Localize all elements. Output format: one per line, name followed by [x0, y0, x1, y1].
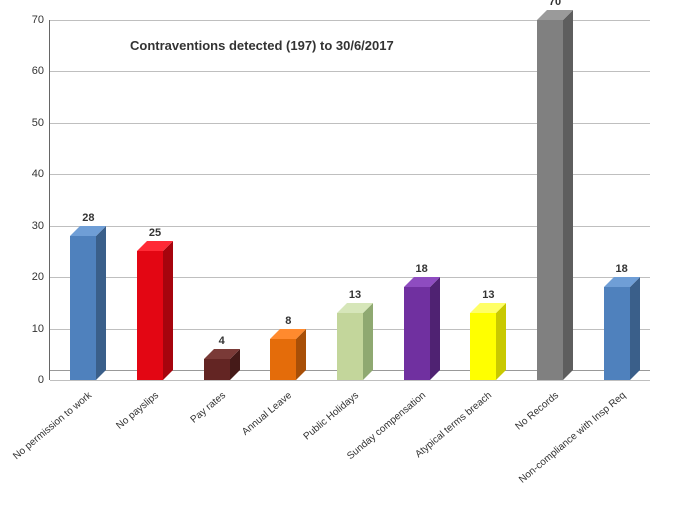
bar-side	[496, 303, 506, 380]
bar	[404, 287, 430, 380]
bar-side	[630, 277, 640, 380]
bar	[137, 251, 163, 380]
bar-side	[163, 241, 173, 380]
bar-front	[204, 359, 230, 380]
bar-chart: Contraventions detected (197) to 30/6/20…	[0, 0, 700, 512]
bar-front	[404, 287, 430, 380]
plot-area: 01020304050607028No permission to work25…	[50, 20, 650, 380]
bar-value-label: 4	[202, 335, 242, 347]
y-tick-label: 0	[38, 374, 50, 386]
bar-front	[270, 339, 296, 380]
bar-value-label: 28	[68, 212, 108, 224]
y-tick-label: 70	[32, 14, 50, 26]
bar-front	[337, 313, 363, 380]
bar-front	[137, 251, 163, 380]
bar-front	[470, 313, 496, 380]
bar	[204, 359, 230, 380]
bar-side	[563, 10, 573, 380]
bar	[337, 313, 363, 380]
x-tick-label: Pay rates	[188, 390, 227, 426]
bar	[604, 287, 630, 380]
bar	[70, 236, 96, 380]
bar-side	[363, 303, 373, 380]
bar-front	[70, 236, 96, 380]
y-tick-label: 30	[32, 220, 50, 232]
y-tick-label: 50	[32, 117, 50, 129]
bar-value-label: 8	[268, 315, 308, 327]
x-tick-label: No permission to work	[12, 390, 95, 462]
y-tick-label: 60	[32, 65, 50, 77]
bar	[470, 313, 496, 380]
bar-value-label: 18	[602, 263, 642, 275]
x-tick-label: Non-compliance with Insp Req	[517, 390, 628, 486]
bar	[537, 20, 563, 380]
bar	[270, 339, 296, 380]
bar-front	[604, 287, 630, 380]
x-tick-label: Atypical terms breach	[414, 390, 495, 460]
bar-value-label: 70	[535, 0, 575, 8]
bar-value-label: 13	[335, 289, 375, 301]
y-tick-label: 10	[32, 323, 50, 335]
x-tick-label: Public Holidays	[302, 390, 361, 442]
x-tick-label: Annual Leave	[240, 390, 294, 438]
bar-value-label: 18	[402, 263, 442, 275]
bar-value-label: 25	[135, 227, 175, 239]
x-tick-label: No Records	[514, 390, 562, 432]
bar-side	[96, 226, 106, 380]
bar-front	[537, 20, 563, 380]
y-tick-label: 20	[32, 271, 50, 283]
x-tick-label: No payslips	[114, 390, 161, 432]
bar-value-label: 13	[468, 289, 508, 301]
y-tick-label: 40	[32, 168, 50, 180]
bar-side	[430, 277, 440, 380]
